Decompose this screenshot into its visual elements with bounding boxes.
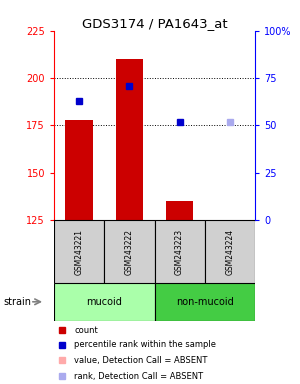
Bar xyxy=(104,220,154,283)
Text: strain: strain xyxy=(3,297,31,307)
Bar xyxy=(65,120,93,220)
Text: non-mucoid: non-mucoid xyxy=(176,297,234,307)
Bar xyxy=(154,220,205,283)
Title: GDS3174 / PA1643_at: GDS3174 / PA1643_at xyxy=(82,17,227,30)
Bar xyxy=(116,59,143,220)
Bar xyxy=(166,201,194,220)
Text: mucoid: mucoid xyxy=(86,297,122,307)
Text: rank, Detection Call = ABSENT: rank, Detection Call = ABSENT xyxy=(74,372,203,381)
Text: count: count xyxy=(74,326,98,335)
Bar xyxy=(54,220,104,283)
Text: GSM243223: GSM243223 xyxy=(175,228,184,275)
Text: percentile rank within the sample: percentile rank within the sample xyxy=(74,340,216,349)
Bar xyxy=(205,220,255,283)
Text: GSM243224: GSM243224 xyxy=(225,228,234,275)
Text: GSM243221: GSM243221 xyxy=(75,228,84,275)
Bar xyxy=(54,283,154,321)
Bar xyxy=(154,283,255,321)
Text: value, Detection Call = ABSENT: value, Detection Call = ABSENT xyxy=(74,356,208,364)
Text: GSM243222: GSM243222 xyxy=(125,228,134,275)
